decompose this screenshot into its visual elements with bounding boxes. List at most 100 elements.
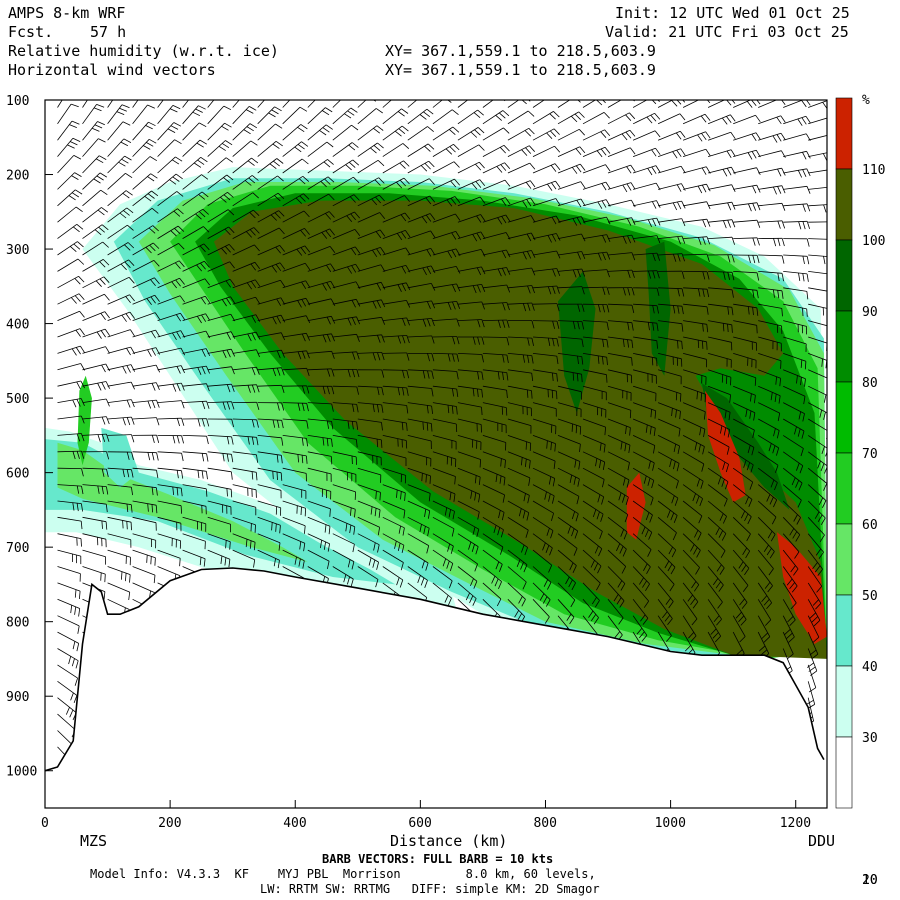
wind-barb-flag-2563 xyxy=(750,393,752,402)
wind-barb-2760 xyxy=(783,385,806,397)
wind-barb-flag-1678 xyxy=(527,303,531,311)
wind-barb-flag-352 xyxy=(146,298,152,306)
wind-barb-flag-820 xyxy=(280,472,283,481)
wind-barb-flag-632 xyxy=(226,349,231,358)
wind-barb-flag-1310 xyxy=(431,283,436,291)
wind-barb-flag-580 xyxy=(199,557,202,566)
wind-barb-flag-638 xyxy=(226,384,231,393)
wind-barb-flag-1197 xyxy=(403,160,410,167)
wind-barb-flag-1144 xyxy=(381,352,385,361)
wind-barb-flag-703 xyxy=(254,279,261,287)
wind-barb-flag-2054 xyxy=(623,287,626,296)
wind-barb-flag-38 xyxy=(74,295,81,302)
wind-barb-2541 xyxy=(733,271,758,274)
wind-barb-flag-1717 xyxy=(525,529,529,538)
wind-barb-425 xyxy=(157,191,178,207)
wind-barb-flag-958 xyxy=(326,282,332,290)
wind-barb-flag-264 xyxy=(130,329,136,337)
wind-barb-flag-1668 xyxy=(531,250,536,258)
wind-barb-175 xyxy=(82,398,107,403)
wind-barb-flag-890 xyxy=(302,385,305,394)
wind-barb-576 xyxy=(182,533,206,542)
wind-barb-flag-1294 xyxy=(429,195,436,203)
wind-barb-flag-1798 xyxy=(553,460,556,469)
wind-barb-flag-2470 xyxy=(723,427,727,436)
wind-barb-0 xyxy=(57,100,63,108)
wind-barb-1407 xyxy=(432,336,457,338)
wind-barb-22 xyxy=(57,206,77,223)
wind-barb-2846 xyxy=(808,303,827,309)
wind-barb-flag-152 xyxy=(99,261,106,268)
wind-barb-1772 xyxy=(532,320,558,322)
wind-barb-flag-2347 xyxy=(698,288,701,297)
wind-barb-flag-2741 xyxy=(798,272,801,281)
wind-barb-flag-2416 xyxy=(726,116,732,124)
wind-barb-flag-2090 xyxy=(618,492,622,501)
wind-barb-flag-1738 xyxy=(549,113,556,120)
wind-barb-flag-2884 xyxy=(817,514,823,522)
wind-barb-flag-1155 xyxy=(372,404,375,413)
wind-barb-flag-1342 xyxy=(429,475,431,484)
wind-barb-flag-1021 xyxy=(348,144,356,151)
wind-barb-flag-795 xyxy=(272,317,277,325)
wind-barb-flag-2826 xyxy=(832,187,835,195)
wind-barb-flag-197 xyxy=(101,520,103,529)
wind-barb-flag-972 xyxy=(331,368,335,377)
wind-barb-flag-884 xyxy=(301,351,306,359)
wind-barb-2663 xyxy=(758,402,780,414)
wind-barb-flag-1777 xyxy=(552,338,555,347)
wind-barb-flag-2035 xyxy=(626,183,632,191)
wind-barb-flag-667 xyxy=(228,559,231,568)
wind-barb-flag-695 xyxy=(249,229,256,236)
wind-barb-flag-1189 xyxy=(397,111,405,117)
wind-barb-2850 xyxy=(808,320,827,327)
wind-barb-flag-921 xyxy=(294,556,297,565)
wind-barb-flag-1859 xyxy=(572,269,577,278)
wind-barb-flag-2680 xyxy=(766,494,771,502)
wind-barb-2618 xyxy=(758,150,782,157)
wind-barb-flag-1172 xyxy=(374,508,377,517)
wind-barb-flag-1773 xyxy=(556,321,560,329)
wind-barb-flag-1209 xyxy=(405,230,411,238)
wind-barb-flag-704 xyxy=(250,280,257,289)
wind-barb-flag-970 xyxy=(331,351,335,359)
wind-barb-flag-2725 xyxy=(806,186,811,194)
wind-barb-flag-2401 xyxy=(687,594,693,602)
wind-barb-flag-2608 xyxy=(736,649,743,656)
wind-barb-flag-1433 xyxy=(454,476,456,485)
wind-barb-flag-1394 xyxy=(451,249,457,258)
wind-barb-flag-1705 xyxy=(525,458,527,467)
wind-barb-flag-1828 xyxy=(577,100,581,103)
wind-barb-flag-173 xyxy=(101,382,106,390)
wind-barb-2402 xyxy=(682,599,698,620)
wind-barb-2289 xyxy=(657,516,677,534)
wind-barb-flag-673 xyxy=(249,106,257,111)
wind-barb-flag-2583 xyxy=(747,516,752,525)
wind-barb-flag-147 xyxy=(94,229,102,236)
wind-barb-841 xyxy=(282,106,301,125)
wind-barb-flag-1039 xyxy=(350,248,357,256)
wind-barb-166 xyxy=(82,346,106,354)
wind-barb-flag-691 xyxy=(253,209,260,216)
wind-barb-1053 xyxy=(332,333,357,338)
wind-barb-flag-835 xyxy=(277,560,280,569)
wind-barb-flag-1704 xyxy=(529,460,531,469)
wind-barb-flag-1614 xyxy=(503,477,506,486)
wind-barb-flag-2494 xyxy=(716,564,722,572)
wind-barb-flag-2544 xyxy=(756,290,759,299)
wind-barb-flag-451 xyxy=(172,332,177,341)
wind-barb-832 xyxy=(257,533,281,544)
wind-barb-flag-1231 xyxy=(406,352,410,361)
wind-barb-flag-2589 xyxy=(745,550,751,559)
wind-barb-flag-1409 xyxy=(452,336,456,345)
wind-barb-flag-1624 xyxy=(497,527,501,536)
rh-streak-3 xyxy=(701,383,790,510)
wind-barb-flag-950 xyxy=(321,232,328,239)
wind-barb-flag-1632 xyxy=(498,581,502,590)
wind-barb-868 xyxy=(282,262,306,272)
wind-barb-flag-539 xyxy=(196,315,202,324)
wind-barb-371 xyxy=(132,417,157,420)
wind-barb-flag-278 xyxy=(131,416,135,425)
wind-barb-flag-246 xyxy=(127,224,134,231)
wind-barb-flag-2234 xyxy=(672,202,678,211)
